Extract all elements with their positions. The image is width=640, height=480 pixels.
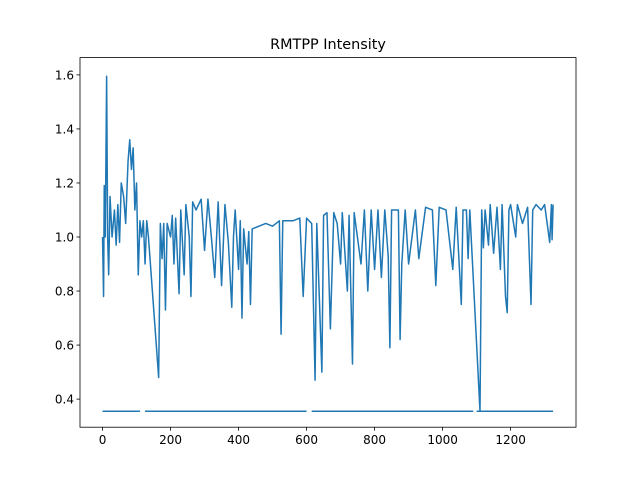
x-tick-label: 600 <box>295 433 318 447</box>
y-tick-label: 0.4 <box>55 393 74 407</box>
y-tick-label: 1.2 <box>55 176 74 190</box>
x-tick-label: 400 <box>227 433 250 447</box>
chart-title: RMTPP Intensity <box>270 37 386 53</box>
x-tick-label: 0 <box>99 433 107 447</box>
x-tick-label: 1200 <box>495 433 526 447</box>
x-tick-label: 200 <box>159 433 182 447</box>
data-line <box>101 75 554 413</box>
x-tick-label: 800 <box>363 433 386 447</box>
plot-frame <box>79 57 577 428</box>
y-tick-label: 1.0 <box>55 230 74 244</box>
x-tick-label: 1000 <box>427 433 458 447</box>
y-tick-label: 0.6 <box>55 339 74 353</box>
y-tick-label: 1.4 <box>55 122 74 136</box>
y-tick-label: 1.6 <box>55 68 74 82</box>
y-tick-label: 0.8 <box>55 285 74 299</box>
